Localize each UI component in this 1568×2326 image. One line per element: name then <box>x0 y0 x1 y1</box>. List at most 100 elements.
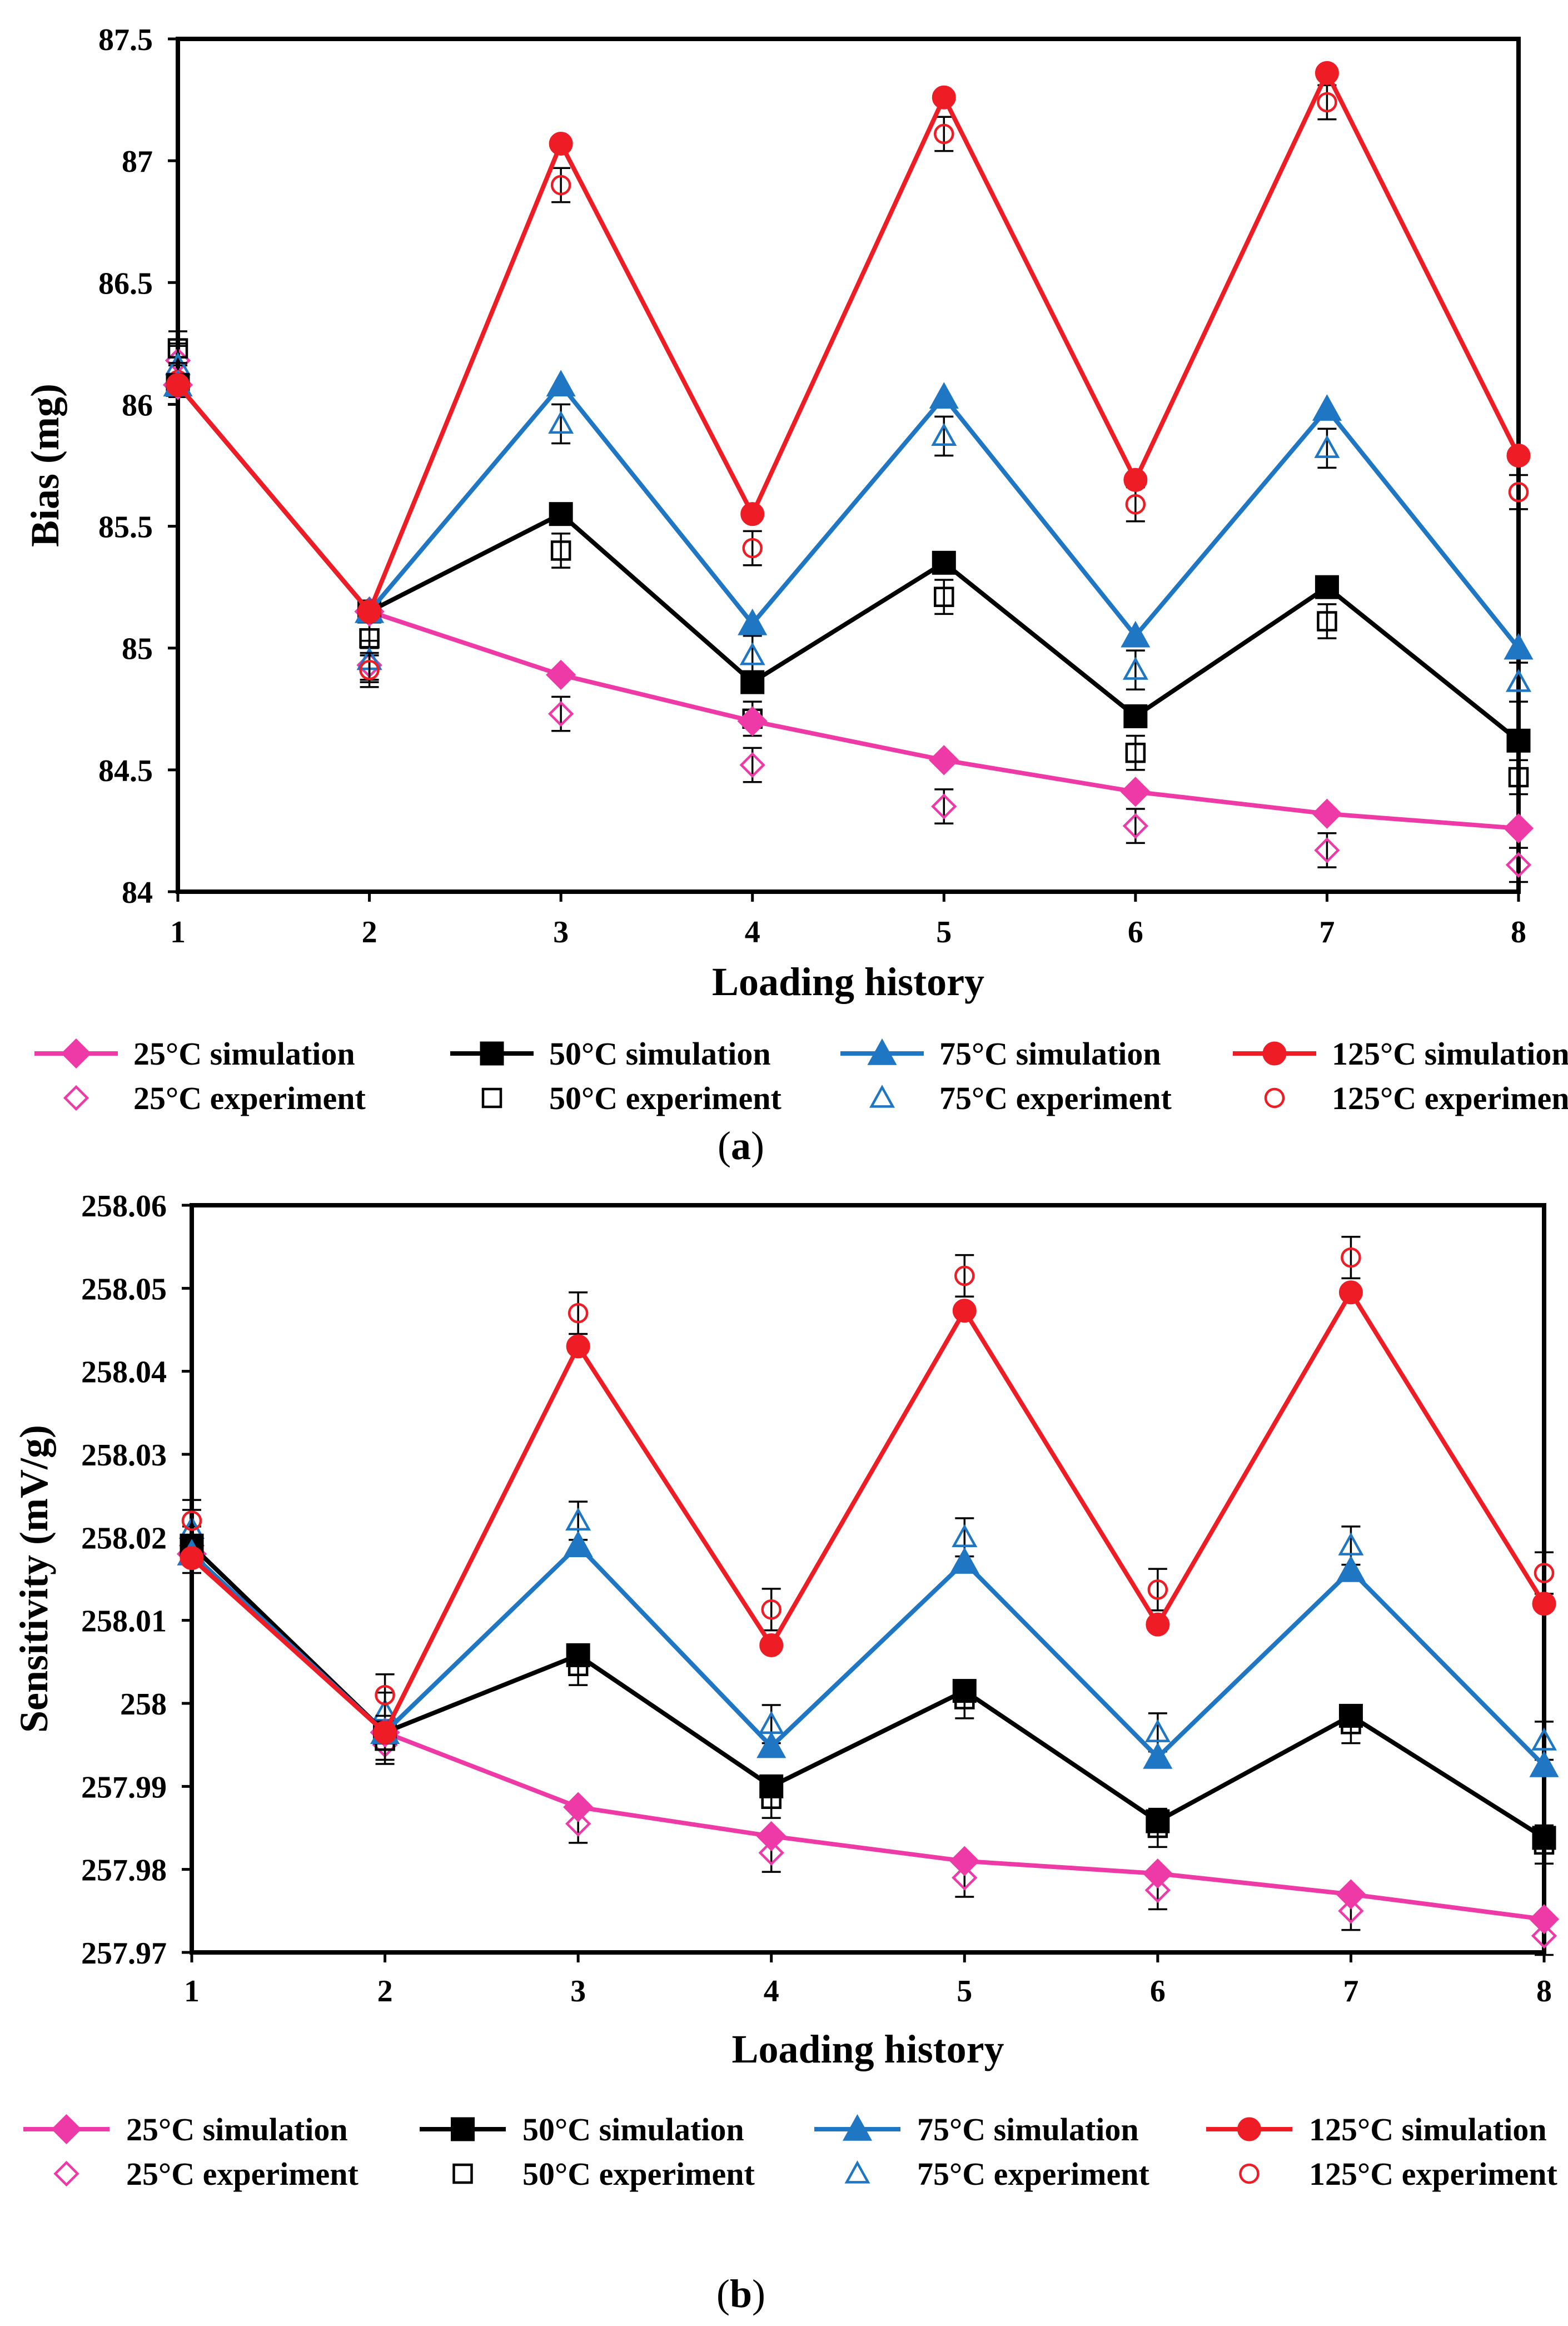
legend-item: 50°C simulation <box>420 2111 744 2148</box>
legend-item: 125°C experiment <box>1239 2156 1557 2192</box>
simulation-point <box>1120 777 1151 807</box>
y-tick-label: 258.01 <box>81 1604 167 1639</box>
experiment-point <box>739 642 765 665</box>
experiment-point <box>1505 852 1532 878</box>
legend-item: 75°C simulation <box>840 1036 1161 1072</box>
legend: 25°C simulation 50°C simulation 75°C simul… <box>34 1036 1568 1116</box>
x-tick-label: 6 <box>1128 915 1143 950</box>
series-125-c-simulation <box>166 61 1531 624</box>
experiment-point <box>547 700 574 727</box>
x-tick-label: 8 <box>1511 915 1526 950</box>
experiment-point <box>952 1524 978 1547</box>
x-tick-label: 4 <box>764 1974 779 2009</box>
simulation-point <box>949 1846 980 1876</box>
simulation-point <box>932 550 956 575</box>
simulation-point <box>566 1643 590 1667</box>
experiment-point <box>565 1811 591 1837</box>
experiment-point <box>758 1840 784 1866</box>
x-tick-label: 5 <box>957 1974 972 2009</box>
y-tick-label: 258.04 <box>81 1355 167 1390</box>
x-tick-label: 7 <box>1343 1974 1358 2009</box>
experiment-point <box>931 423 957 446</box>
simulation-point <box>1529 1904 1560 1935</box>
experiment-point <box>934 587 954 607</box>
series-50-c-experiment <box>181 1534 1555 1865</box>
legend-label: 125°C experiment <box>1309 2156 1557 2192</box>
simulation-point <box>1338 1280 1363 1305</box>
simulation-point <box>546 370 576 397</box>
simulation-point <box>373 1720 397 1744</box>
legend-label: 25°C experiment <box>133 1080 366 1116</box>
y-tick-label: 85.5 <box>98 510 153 545</box>
simulation-point <box>566 1334 590 1359</box>
y-tick-label: 86.5 <box>98 266 153 301</box>
y-tick-label: 257.99 <box>81 1770 167 1805</box>
experiment-point <box>565 1507 591 1531</box>
experiment-point <box>1122 813 1149 839</box>
simulation-point <box>1532 1592 1556 1616</box>
simulation-point <box>740 502 765 526</box>
panel-b-sensitivity-chart: 257.97257.98257.99258258.01258.02258.032… <box>12 1189 1560 2192</box>
simulation-point <box>1503 813 1534 844</box>
simulation-point <box>949 1547 979 1574</box>
experiment-point <box>1338 1898 1364 1924</box>
legend-item: 25°C experiment <box>53 2156 359 2192</box>
legend-item: 125°C experiment <box>1264 1080 1568 1116</box>
x-tick-label: 7 <box>1319 915 1335 950</box>
y-tick-label: 85 <box>122 632 153 667</box>
legend-item: 75°C experiment <box>844 2156 1149 2192</box>
legend-label: 25°C experiment <box>126 2156 359 2192</box>
simulation-point <box>546 659 576 690</box>
experiment-point <box>1314 435 1340 458</box>
experiment-point <box>1144 1877 1171 1903</box>
experiment-point <box>359 659 380 680</box>
legend-marker <box>480 1041 504 1066</box>
legend-item: 125°C simulation <box>1206 2111 1547 2148</box>
series-50-c-simulation <box>166 372 1531 753</box>
experiment-point <box>761 1599 781 1620</box>
simulation-point <box>357 599 382 624</box>
series-125-c-simulation <box>180 1280 1556 1744</box>
x-tick-label: 4 <box>745 915 760 950</box>
simulation-point <box>756 1731 787 1758</box>
simulation-point <box>759 1774 784 1798</box>
legend-marker <box>452 2163 473 2184</box>
legend-marker <box>1239 2163 1260 2184</box>
series-line <box>176 383 1519 831</box>
legend-label: 125°C simulation <box>1309 2111 1547 2148</box>
legend: 25°C simulation 50°C simulation 75°C simul… <box>23 2111 1557 2192</box>
y-axis-label: Sensitivity (mV/g) <box>12 1425 56 1733</box>
y-tick-label: 87 <box>122 145 153 179</box>
simulation-point <box>1529 1750 1559 1777</box>
x-tick-label: 5 <box>936 915 952 950</box>
legend-item: 125°C simulation <box>1233 1036 1568 1072</box>
legend-label: 50°C simulation <box>522 2111 744 2148</box>
simulation-point <box>1315 575 1339 599</box>
simulation-point <box>759 1633 784 1657</box>
simulation-point <box>1336 1879 1366 1910</box>
legend-marker <box>63 1085 89 1111</box>
y-tick-label: 257.98 <box>81 1853 167 1888</box>
experiment-point <box>1144 1719 1171 1742</box>
simulation-point <box>563 1530 593 1557</box>
simulation-point <box>740 670 765 694</box>
legend-marker <box>61 1038 92 1069</box>
experiment-point <box>954 1265 975 1286</box>
experiment-point <box>931 793 957 819</box>
simulation-point <box>1143 1742 1173 1769</box>
y-tick-label: 258 <box>120 1687 167 1722</box>
y-tick-label: 257.97 <box>81 1936 167 1971</box>
experiment-point <box>1508 481 1529 503</box>
legend-marker <box>53 2160 79 2187</box>
legend-marker <box>51 2114 82 2145</box>
y-tick-label: 258.06 <box>81 1189 167 1224</box>
x-tick-label: 8 <box>1536 1974 1552 2009</box>
experiment-point <box>548 410 574 434</box>
panel-a-bias-chart: 84 84.5 85 85.5 86 86.5 87 87.5 1 2 3 4 5 6 7 8 Loading … <box>23 23 1568 1116</box>
legend-marker <box>451 2117 475 2141</box>
x-axis-label: Loading history <box>712 960 984 1004</box>
simulation-point <box>1312 798 1342 829</box>
series-line <box>176 383 1520 743</box>
y-tick-label: 258.03 <box>81 1438 167 1473</box>
legend-item: 75°C simulation <box>814 2111 1139 2148</box>
